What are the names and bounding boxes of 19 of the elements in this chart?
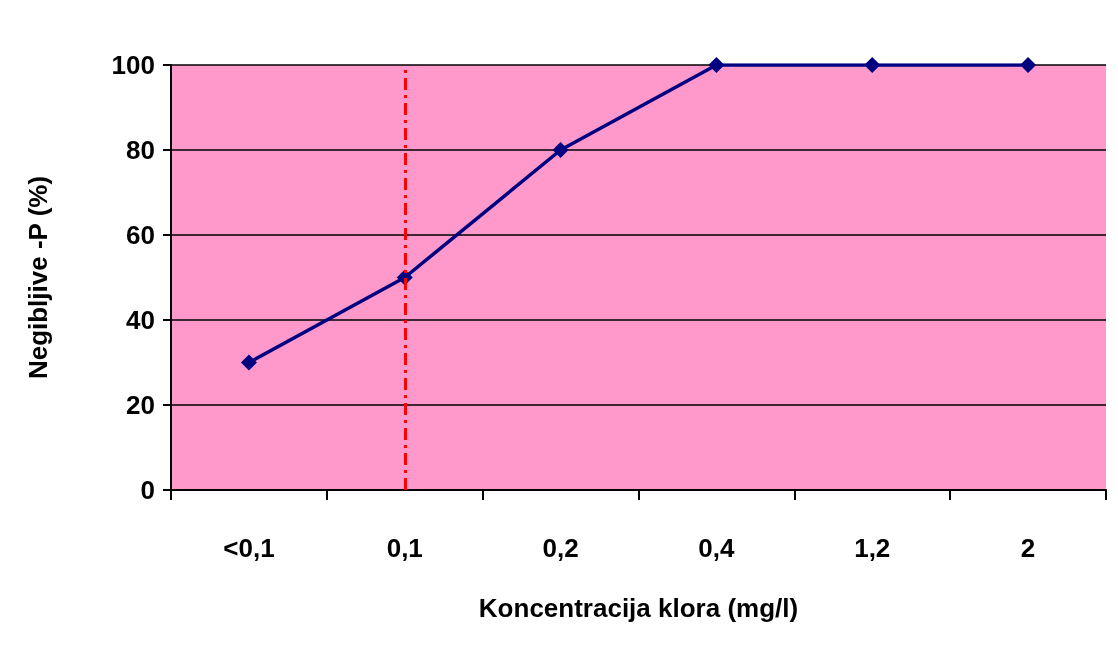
y-tick-label: 0 [140,475,155,505]
y-axis-title: Negibljive -P (%) [23,175,53,380]
x-tick-label: 1,2 [854,533,891,563]
y-tick-label: 20 [126,390,155,420]
x-tick-label: 2 [1020,533,1036,563]
y-tick-label: 40 [126,305,155,335]
y-tick-label: 100 [111,50,155,80]
point [708,57,725,73]
point [552,142,569,158]
y-tick-label: 80 [126,135,155,165]
x-axis-title: Koncentracija klora (mg/l) [478,593,799,623]
x-tick-label: 0,2 [542,533,579,563]
y-tick-label: 60 [126,220,155,250]
point [240,354,257,371]
point [864,57,881,73]
x-tick-label: 0,1 [386,533,423,563]
point [1020,57,1037,73]
x-tick-label: 0,4 [698,533,736,563]
x-tick-label: <0,1 [223,533,275,563]
